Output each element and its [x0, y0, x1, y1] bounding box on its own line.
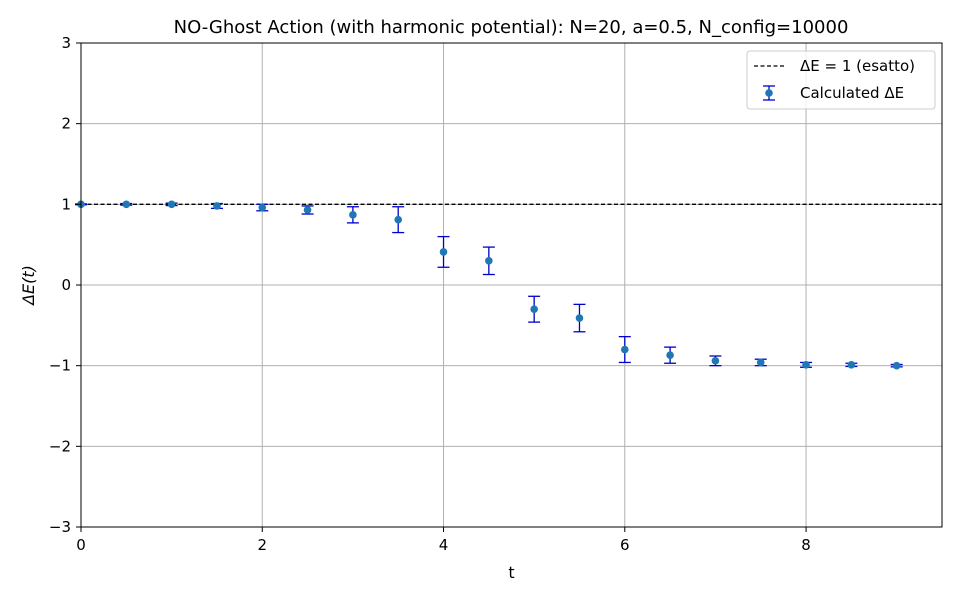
legend-errorbar-swatch [763, 85, 775, 101]
data-point [711, 357, 720, 365]
data-point [847, 361, 856, 369]
x-tick-label: 0 [76, 536, 86, 554]
data-point [485, 257, 493, 265]
data-point [394, 215, 403, 224]
data-point [258, 203, 267, 212]
y-tick-label: −2 [49, 437, 71, 455]
legend-label-series: Calculated ΔE [800, 84, 904, 102]
x-tick-label: 6 [620, 536, 630, 554]
legend-label-reference: ΔE = 1 (esatto) [800, 57, 915, 75]
chart-title: NO-Ghost Action (with harmonic potential… [174, 17, 849, 38]
data-point [213, 202, 221, 210]
y-tick-label: 2 [61, 115, 71, 133]
y-tick-label: 3 [61, 34, 71, 52]
data-point [802, 361, 810, 369]
x-axis-label: t [508, 563, 514, 582]
data-point [167, 200, 176, 209]
data-point [666, 351, 674, 359]
legend-box [746, 50, 936, 110]
data-point [439, 248, 448, 256]
y-tick-label: 1 [61, 195, 71, 213]
data-point [303, 206, 312, 214]
data-point [349, 211, 357, 219]
data-point [530, 305, 538, 314]
data-point [575, 314, 584, 322]
x-tick-label: 2 [257, 536, 267, 554]
axis-ticks: 0 2 4 6 8 −3 −2 −1 0 1 2 3 [49, 34, 811, 554]
y-tick-label: −1 [49, 357, 71, 375]
data-point [122, 200, 131, 209]
y-axis-label: ΔE(t) [19, 265, 38, 307]
grid-lines [80, 42, 942, 528]
data-point [620, 345, 629, 354]
data-point [756, 358, 765, 367]
x-tick-label: 4 [439, 536, 449, 554]
y-tick-label: −3 [49, 518, 71, 536]
data-point [892, 361, 901, 370]
x-tick-label: 8 [801, 536, 811, 554]
y-tick-label: 0 [61, 276, 71, 294]
legend: ΔE = 1 (esatto) Calculated ΔE [746, 50, 936, 110]
